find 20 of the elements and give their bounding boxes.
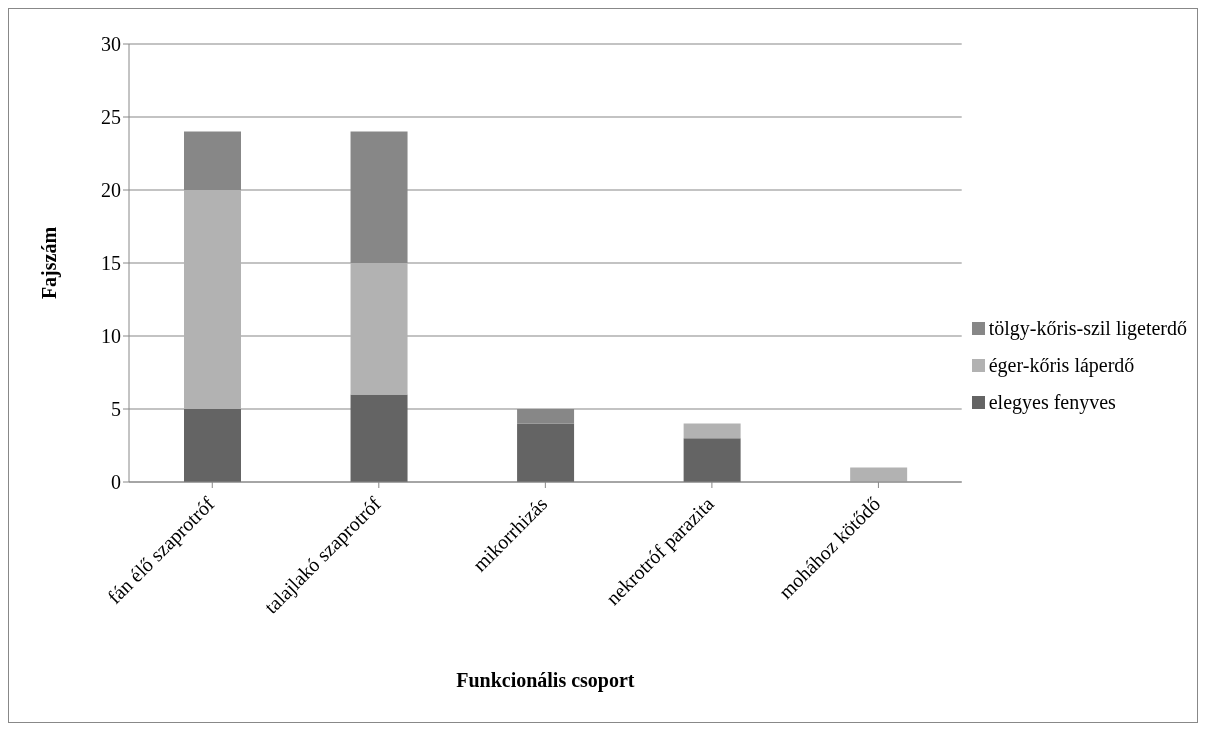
y-tick-label: 30 [101,33,121,56]
y-tick-label: 15 [101,252,121,275]
y-axis-title: Fajszám [38,226,62,300]
bar [517,423,575,482]
bar [350,394,408,482]
bar [350,263,408,395]
legend-label: elegyes fenyves [988,391,1116,414]
y-tick-label: 20 [101,179,121,202]
x-axis-title: Funkcionális csoport [456,669,635,692]
bar [683,438,741,482]
legend-label: tölgy-kőris-szil ligeterdő [988,317,1187,340]
y-tick-label: 5 [111,398,121,421]
y-tick-label: 25 [101,106,121,129]
bar [850,467,908,482]
bar [184,409,241,482]
legend-label: éger-kőris láperdő [988,354,1135,377]
bar [683,423,741,439]
y-tick-label: 0 [111,471,121,494]
bar [184,190,241,409]
y-tick-label: 10 [101,325,121,348]
